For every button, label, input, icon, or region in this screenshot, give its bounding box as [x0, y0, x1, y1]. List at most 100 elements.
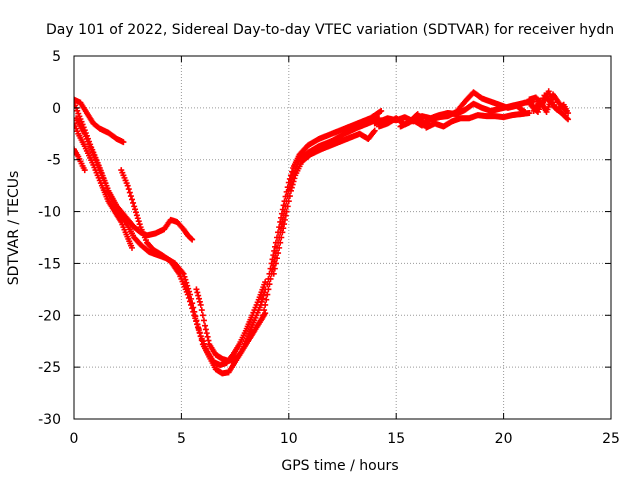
- data-point: [194, 324, 201, 331]
- x-tick-label: 20: [495, 431, 513, 447]
- data-point: [202, 326, 209, 333]
- data-point: [285, 198, 292, 205]
- data-point: [289, 168, 296, 175]
- data-point: [269, 256, 276, 263]
- data-point: [285, 179, 292, 186]
- y-tick-label: 5: [52, 49, 61, 65]
- data-point: [260, 312, 267, 319]
- x-tick-label: 25: [602, 431, 620, 447]
- data-point: [270, 252, 277, 259]
- series-track-12: [376, 89, 529, 130]
- data-point: [273, 255, 280, 262]
- data-point: [189, 305, 196, 312]
- data-point: [199, 312, 206, 319]
- series-track-2: [74, 146, 88, 174]
- data-point: [131, 203, 138, 210]
- data-point: [185, 295, 192, 301]
- data-point: [564, 115, 571, 122]
- series-track-5: [74, 115, 269, 377]
- data-point: [272, 243, 279, 250]
- data-point: [565, 110, 572, 117]
- data-point: [205, 337, 212, 344]
- x-tick-label: 5: [177, 431, 186, 447]
- data-point: [194, 321, 201, 328]
- data-point: [278, 214, 285, 221]
- data-point: [132, 206, 139, 213]
- data-point: [192, 315, 199, 322]
- data-point: [195, 327, 202, 334]
- data-point: [74, 99, 77, 106]
- data-point: [264, 291, 271, 298]
- data-point: [370, 128, 377, 135]
- data-point: [136, 221, 143, 228]
- data-point: [190, 308, 197, 315]
- data-point: [200, 317, 207, 324]
- data-point: [275, 250, 282, 257]
- data-point: [135, 218, 142, 225]
- y-tick-label: -20: [38, 308, 61, 324]
- x-tick-label: 10: [280, 431, 298, 447]
- x-tick-label: 15: [387, 431, 405, 447]
- data-point: [271, 265, 278, 272]
- data-point: [188, 301, 195, 308]
- data-point: [371, 127, 378, 134]
- data-point: [262, 301, 269, 308]
- data-point: [289, 181, 296, 188]
- chart-title: Day 101 of 2022, Sidereal Day-to-day VTE…: [46, 22, 614, 38]
- data-point: [189, 236, 196, 243]
- series-track-8: [260, 115, 383, 319]
- data-point: [279, 206, 286, 213]
- y-tick-label: -10: [38, 205, 61, 221]
- axis-ticks: 0 5 10 15 20 25 -30 -25 -20 -15 -10 -5 0 5: [38, 49, 620, 447]
- data-point: [193, 318, 200, 325]
- data-point: [288, 184, 295, 191]
- data-point: [265, 286, 272, 293]
- y-tick-label: 0: [52, 101, 61, 117]
- data-point: [276, 244, 283, 251]
- data-point: [277, 239, 284, 246]
- y-tick-label: -30: [38, 412, 61, 428]
- data-point: [271, 247, 278, 254]
- data-point: [196, 330, 203, 337]
- data-point: [279, 229, 286, 236]
- series-track-3: [74, 120, 135, 251]
- data-point: [278, 210, 285, 217]
- data-point: [132, 209, 139, 216]
- data-point: [283, 188, 290, 195]
- data-points: [74, 88, 572, 377]
- data-point: [277, 218, 284, 225]
- data-point: [81, 167, 88, 174]
- data-point: [196, 298, 203, 305]
- data-point: [264, 281, 271, 288]
- y-tick-label: -5: [47, 153, 61, 169]
- data-point: [74, 120, 77, 127]
- plot-frame: [73, 55, 612, 420]
- data-point: [203, 330, 210, 337]
- series-track-16: [528, 92, 572, 117]
- data-point: [270, 270, 277, 277]
- data-point: [280, 225, 287, 232]
- data-point: [125, 186, 132, 193]
- y-tick-label: -25: [38, 360, 61, 376]
- data-point: [195, 292, 202, 299]
- data-point: [272, 260, 279, 267]
- series-track-10: [270, 127, 378, 277]
- data-point: [193, 286, 200, 293]
- data-point: [194, 289, 201, 296]
- data-point: [204, 333, 211, 340]
- data-point: [280, 202, 287, 209]
- data-point: [74, 146, 77, 153]
- data-point: [196, 295, 203, 302]
- data-point: [188, 235, 195, 242]
- data-point: [287, 187, 294, 194]
- x-tick-label: 0: [70, 431, 79, 447]
- data-point: [526, 110, 533, 117]
- data-point: [124, 182, 131, 189]
- data-point: [278, 234, 285, 241]
- series-track-7: [193, 286, 269, 364]
- data-point: [191, 312, 198, 319]
- series-track-6: [118, 167, 269, 369]
- data-point: [265, 275, 272, 282]
- data-point: [127, 193, 134, 200]
